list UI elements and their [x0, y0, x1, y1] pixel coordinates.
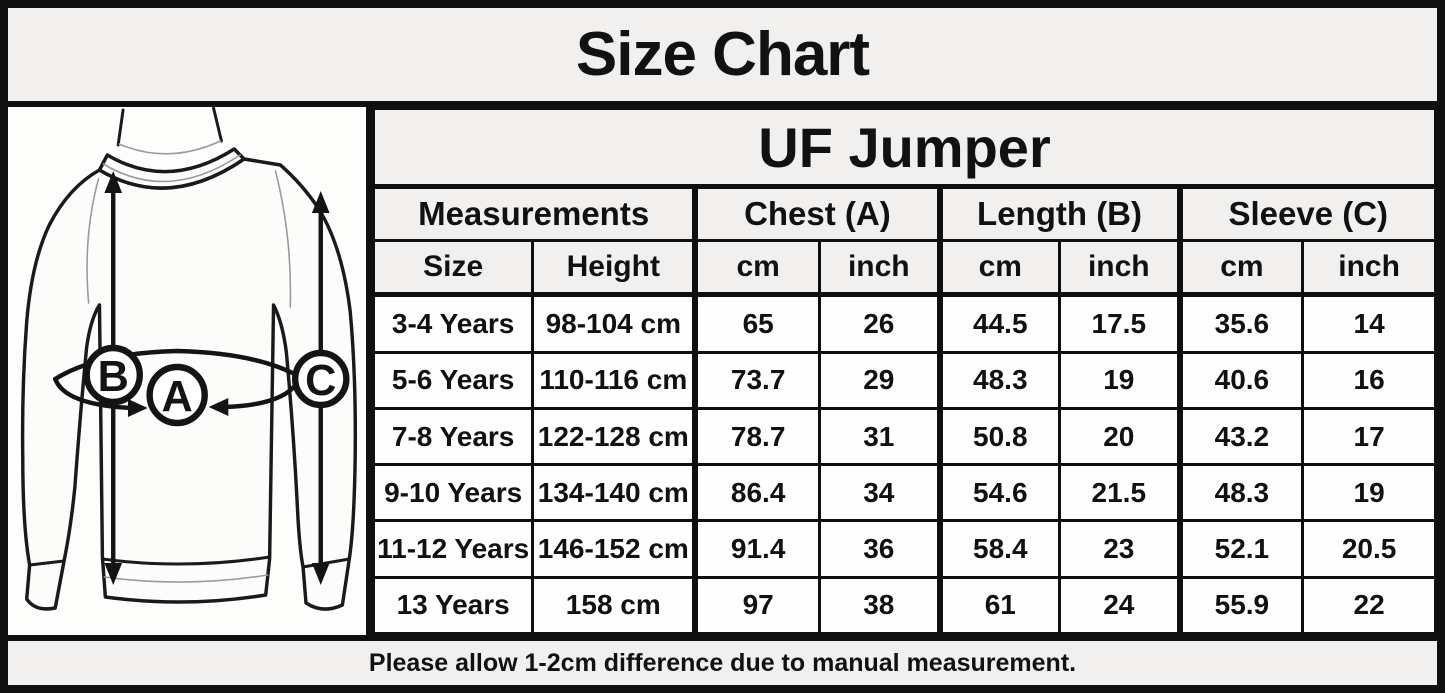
table-cell: 20: [1058, 407, 1182, 467]
col-header-length-inch: inch: [1058, 239, 1182, 297]
size-table-panel: UF Jumper Measurements Chest (A) Length …: [371, 107, 1437, 636]
table-cell: 40.6: [1176, 350, 1305, 411]
col-header-sleeve-inch: inch: [1301, 239, 1437, 297]
col-header-height: Height: [531, 239, 697, 297]
chest-badge-label: A: [162, 373, 193, 421]
table-cell: 31: [818, 407, 942, 467]
table-row: 9-10 Years 134-140 cm 86.4 34 54.6 21.5 …: [371, 463, 1437, 523]
table-row: 13 Years 158 cm 97 38 61 24 55.9 22: [371, 575, 1437, 636]
table-cell: 73.7: [692, 350, 822, 411]
size-table: UF Jumper Measurements Chest (A) Length …: [371, 107, 1437, 636]
title-bar: Size Chart: [8, 8, 1437, 107]
page-title: Size Chart: [575, 20, 870, 89]
table-cell: 16: [1301, 350, 1437, 411]
left-cuff-line: [28, 559, 66, 567]
sleeve-badge-label: C: [305, 357, 336, 405]
table-cell: 34: [818, 463, 942, 523]
group-header-measurements: Measurements: [372, 185, 697, 242]
table-cell: 122-128 cm: [531, 407, 697, 467]
col-header-length-cm: cm: [936, 239, 1062, 297]
group-header-sleeve: Sleeve (C): [1176, 185, 1437, 242]
length-badge: B: [83, 344, 143, 406]
table-cell: 110-116 cm: [531, 350, 697, 411]
table-cell: 7-8 Years: [371, 407, 535, 467]
table-row: 11-12 Years 146-152 cm 91.4 36 58.4 23 5…: [371, 519, 1437, 579]
table-cell: 17: [1301, 407, 1437, 467]
footer-note-bar: Please allow 1-2cm difference due to man…: [8, 635, 1437, 685]
table-cell: 97: [692, 575, 822, 636]
table-cell: 22: [1301, 575, 1437, 636]
group-header-row: Measurements Chest (A) Length (B) Sleeve…: [372, 185, 1437, 242]
right-arm-seam: [274, 170, 292, 308]
table-cell: 19: [1058, 350, 1182, 411]
table-cell: 65: [692, 293, 822, 354]
chest-badge: A: [146, 363, 208, 427]
table-cell: 3-4 Years: [371, 293, 535, 354]
table-cell: 52.1: [1176, 519, 1305, 579]
jumper-diagram-panel: A B C: [8, 107, 372, 635]
table-row: 7-8 Years 122-128 cm 78.7 31 50.8 20 43.…: [371, 407, 1437, 467]
group-header-length: Length (B): [936, 185, 1182, 242]
table-cell: 54.6: [936, 463, 1062, 523]
table-cell: 21.5: [1058, 463, 1182, 523]
table-cell: 38: [818, 575, 942, 636]
left-arm-seam: [86, 178, 100, 304]
table-cell: 11-12 Years: [371, 519, 535, 579]
jumper-measurement-diagram: A B C: [20, 107, 358, 611]
table-cell: 13 Years: [371, 575, 535, 636]
neck-right-line: [212, 107, 223, 143]
table-cell: 98-104 cm: [531, 293, 697, 354]
table-cell: 43.2: [1176, 407, 1305, 467]
hem-mid-line: [103, 574, 269, 583]
table-cell: 14: [1301, 293, 1437, 354]
table-cell: 78.7: [692, 407, 822, 467]
table-cell: 23: [1058, 519, 1182, 579]
table-row: 3-4 Years 98-104 cm 65 26 44.5 17.5 35.6…: [371, 293, 1437, 354]
main-area: A B C U: [8, 107, 1437, 636]
hem-top-line: [100, 555, 272, 566]
table-cell: 5-6 Years: [371, 350, 535, 411]
sleeve-badge: C: [291, 349, 350, 409]
product-title-row: UF Jumper: [372, 107, 1437, 189]
table-row: 5-6 Years 110-116 cm 73.7 29 48.3 19 40.…: [371, 350, 1437, 411]
length-badge-label: B: [98, 353, 129, 401]
table-cell: 26: [818, 293, 942, 354]
table-cell: 17.5: [1058, 293, 1182, 354]
col-header-sleeve-cm: cm: [1176, 239, 1305, 297]
table-cell: 24: [1058, 575, 1182, 636]
footer-note: Please allow 1-2cm difference due to man…: [368, 648, 1077, 677]
table-cell: 44.5: [936, 293, 1062, 354]
table-cell: 91.4: [692, 519, 822, 579]
col-header-chest-cm: cm: [692, 239, 822, 297]
table-cell: 58.4: [936, 519, 1062, 579]
table-cell: 61: [936, 575, 1062, 636]
table-cell: 50.8: [936, 407, 1062, 467]
col-header-size: Size: [371, 239, 535, 297]
table-cell: 48.3: [1176, 463, 1305, 523]
product-title: UF Jumper: [372, 107, 1437, 189]
table-cell: 36: [818, 519, 942, 579]
neck-inner-curve: [118, 140, 222, 155]
table-cell: 35.6: [1176, 293, 1305, 354]
table-cell: 9-10 Years: [371, 463, 535, 523]
table-cell: 146-152 cm: [531, 519, 697, 579]
table-cell: 19: [1301, 463, 1437, 523]
table-cell: 86.4: [692, 463, 822, 523]
group-header-chest: Chest (A): [692, 185, 942, 242]
table-cell: 55.9: [1176, 575, 1305, 636]
table-cell: 134-140 cm: [531, 463, 697, 523]
table-cell: 48.3: [936, 350, 1062, 411]
table-cell: 158 cm: [531, 575, 697, 636]
col-header-chest-inch: inch: [818, 239, 942, 297]
sub-header-row: Size Height cm inch cm inch cm inch: [371, 239, 1437, 297]
table-cell: 20.5: [1301, 519, 1437, 579]
table-cell: 29: [818, 350, 942, 411]
neck-left-line: [116, 108, 125, 147]
collar-seam-line: [102, 154, 241, 183]
